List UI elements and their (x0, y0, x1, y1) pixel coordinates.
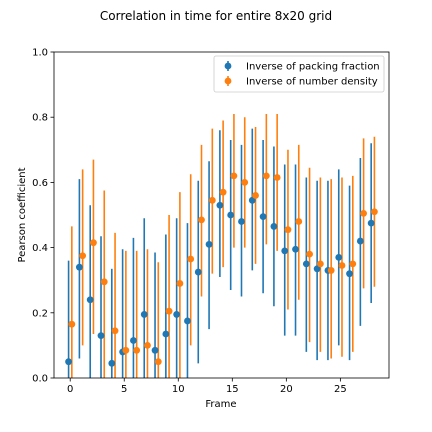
data-point (187, 255, 195, 263)
x-axis-label: Frame (205, 399, 236, 410)
data-point (360, 209, 368, 217)
data-point (162, 330, 170, 338)
data-point (281, 247, 289, 255)
data-point (295, 218, 303, 225)
x-tick-label: 10 (172, 384, 185, 395)
data-point (75, 263, 83, 271)
y-axis: 0.0 0.2 0.4 0.6 0.8 1.0 (32, 48, 54, 385)
data-point (176, 280, 184, 287)
data-point (198, 216, 205, 224)
data-point (252, 192, 259, 199)
legend-label: Inverse of packing fraction (246, 62, 380, 73)
data-point (248, 196, 256, 204)
data-point (86, 296, 94, 304)
legend-label: Inverse of number density (246, 77, 378, 88)
data-point (111, 327, 119, 335)
y-tick-label: 0.0 (32, 374, 48, 385)
legend-marker (224, 62, 232, 70)
data-point (208, 196, 216, 204)
legend: Inverse of packing fraction Inverse of nu… (213, 55, 385, 93)
data-point (79, 252, 87, 260)
x-tick-label: 15 (226, 384, 239, 395)
data-point (133, 346, 141, 354)
data-point (273, 174, 281, 181)
y-tick-label: 1.0 (32, 48, 48, 59)
data-point (346, 270, 353, 278)
data-point (262, 172, 270, 180)
x-tick-label: 25 (334, 384, 347, 395)
data-point (219, 188, 227, 196)
data-point (165, 307, 173, 315)
data-point (216, 201, 224, 209)
data-point (284, 226, 292, 234)
data-point (108, 359, 116, 367)
x-axis: 0 5 10 15 20 25 (67, 378, 347, 395)
data-point (68, 320, 76, 328)
data-point (90, 239, 97, 247)
data-point (122, 346, 130, 354)
series-1 (67, 128, 372, 378)
legend-entry: Inverse of packing fraction (224, 61, 380, 73)
data-point (259, 213, 267, 221)
data-point (313, 265, 321, 273)
data-point (140, 311, 148, 318)
series-2 (71, 113, 376, 378)
data-point (349, 260, 357, 268)
series-2-points (68, 172, 378, 366)
data-point (205, 240, 213, 248)
data-point (130, 337, 137, 344)
data-point (184, 317, 191, 325)
data-point (371, 208, 378, 216)
x-tick-label: 5 (121, 384, 127, 395)
data-point (338, 262, 346, 269)
data-point (270, 223, 278, 230)
data-point (100, 278, 108, 286)
data-point (227, 211, 235, 219)
x-tick-label: 0 (67, 384, 73, 395)
series-1-points (65, 196, 375, 367)
chart-title: Correlation in time for entire 8x20 grid (100, 9, 332, 23)
plot-area (53, 51, 390, 379)
y-tick-label: 0.2 (32, 308, 48, 319)
y-tick-label: 0.8 (32, 113, 48, 124)
data-point (306, 250, 313, 258)
data-point (151, 346, 159, 354)
data-point (241, 179, 249, 186)
data-point (154, 358, 162, 366)
data-point (292, 245, 299, 253)
data-point (238, 218, 245, 225)
data-point (356, 237, 364, 245)
y-tick-label: 0.6 (32, 178, 48, 189)
x-tick-label: 20 (280, 384, 293, 395)
data-point (230, 172, 238, 180)
plot-frame (53, 51, 390, 379)
data-point (144, 342, 151, 349)
data-point (97, 332, 105, 340)
data-point (335, 253, 343, 261)
data-point (367, 219, 375, 227)
legend-entry: Inverse of number density (224, 76, 378, 88)
data-point (173, 311, 181, 318)
y-axis-label: Pearson coefficient (17, 167, 28, 262)
data-point (316, 260, 324, 268)
data-point (302, 260, 310, 268)
data-point (327, 267, 335, 274)
data-point (65, 358, 72, 366)
legend-marker (224, 77, 232, 85)
data-point (194, 268, 202, 276)
legend-box (213, 55, 385, 93)
y-tick-label: 0.4 (32, 243, 48, 254)
